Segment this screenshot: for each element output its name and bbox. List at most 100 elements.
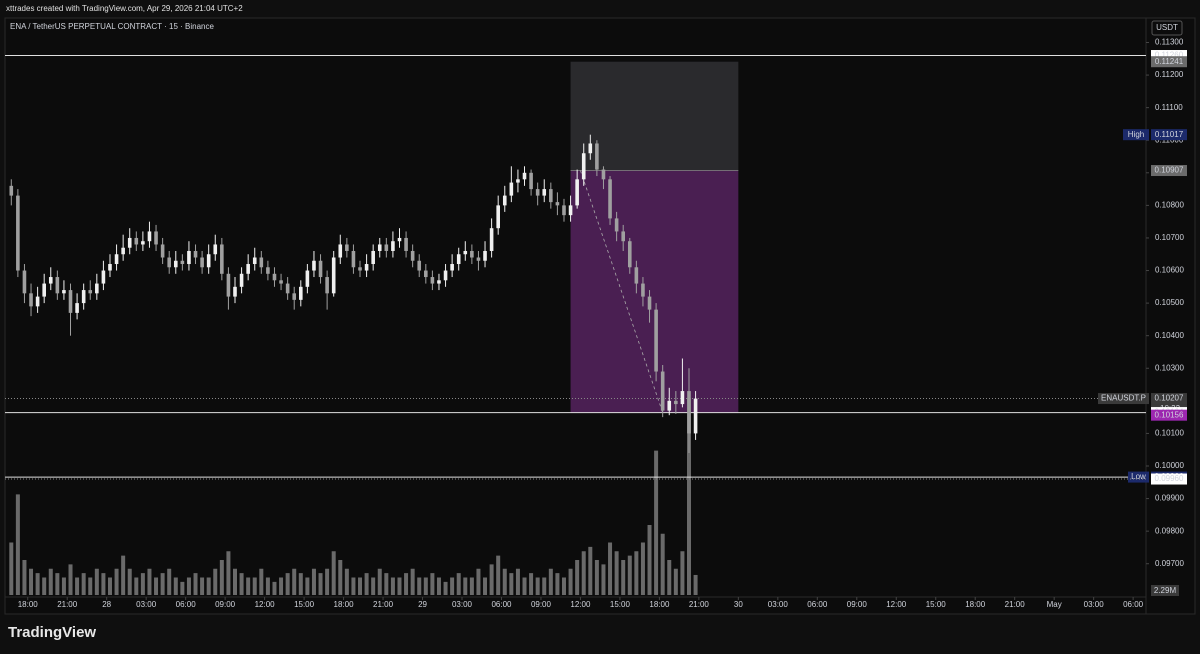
- volume-bar: [88, 577, 93, 595]
- candle-body: [325, 277, 329, 294]
- candle-body: [496, 205, 500, 229]
- price-tag-label: Low: [1131, 472, 1146, 481]
- candle-body: [549, 189, 553, 203]
- volume-bar: [292, 568, 297, 595]
- candle-body: [48, 277, 53, 284]
- candle-body: [160, 244, 165, 258]
- volume-bar: [9, 542, 14, 595]
- volume-bar: [476, 568, 481, 595]
- volume-bar: [325, 568, 330, 595]
- candle-body: [660, 371, 665, 411]
- volume-bar: [601, 564, 606, 595]
- volume-bar: [364, 573, 369, 595]
- candle-body: [246, 264, 250, 274]
- price-badge-label: 0.10907: [1155, 166, 1184, 175]
- candle-body: [338, 244, 343, 258]
- logo: TradingView: [8, 624, 97, 641]
- candle-body: [667, 400, 672, 411]
- volume-bar: [75, 577, 80, 595]
- x-tick-label: 21:00: [1005, 600, 1026, 609]
- candle-body: [463, 250, 468, 255]
- volume-bar: [101, 573, 106, 595]
- volume-bar: [404, 573, 409, 595]
- candle-body: [535, 189, 540, 196]
- volume-bar: [272, 581, 277, 595]
- volume-bar: [318, 573, 323, 595]
- price-badge-label: 0.11017: [1155, 130, 1184, 139]
- y-tick-label: 0.10500: [1155, 298, 1184, 307]
- volume-bar: [42, 577, 47, 595]
- candle-body: [180, 260, 185, 265]
- x-tick-label: 12:00: [255, 600, 276, 609]
- candle-body: [680, 391, 685, 405]
- candle-body: [147, 231, 152, 242]
- candle-body: [450, 264, 454, 271]
- x-tick-label: 09:00: [531, 600, 552, 609]
- candle-body: [154, 231, 158, 245]
- x-tick-label: 06:00: [1123, 600, 1144, 609]
- candle-body: [627, 241, 632, 268]
- header: xttrades created with TradingView.com, A…: [6, 4, 243, 13]
- volume-bar: [48, 568, 53, 595]
- candle-body: [318, 260, 323, 278]
- volume-bar: [239, 573, 244, 595]
- volume-bar: [529, 573, 534, 595]
- candle-body: [634, 267, 639, 284]
- candle-body: [430, 277, 435, 284]
- candle-body: [206, 254, 211, 268]
- price-badge-label: 0.11241: [1155, 57, 1184, 66]
- candle-body: [16, 195, 20, 271]
- candle-body: [68, 290, 73, 313]
- candle-body: [562, 205, 566, 216]
- volume-bar: [15, 494, 20, 595]
- y-tick-label: 0.09700: [1155, 559, 1184, 568]
- candle-body: [404, 237, 408, 251]
- volume-bar: [555, 573, 560, 595]
- volume-bar: [377, 568, 382, 595]
- volume-bar: [265, 577, 270, 595]
- x-tick-label: May: [1047, 600, 1062, 609]
- volume-bar: [410, 568, 415, 595]
- x-tick-label: 03:00: [768, 600, 789, 609]
- y-tick-label: 0.11200: [1155, 70, 1184, 79]
- volume-bar: [311, 568, 316, 595]
- volume-bar: [575, 560, 580, 595]
- price-tag: [1123, 129, 1149, 141]
- candle-body: [614, 218, 619, 232]
- x-tick-label: 06:00: [807, 600, 828, 609]
- candle-body: [456, 254, 461, 265]
- candle-body: [252, 257, 257, 265]
- price-badge-label: 0.09960: [1155, 474, 1184, 483]
- volume-bar: [384, 573, 389, 595]
- volume-bar: [561, 577, 566, 595]
- x-tick-label: 18:00: [649, 600, 670, 609]
- candle-body: [88, 290, 93, 294]
- volume-bar: [634, 551, 639, 595]
- candle-body: [345, 244, 349, 251]
- volume-bar: [200, 577, 205, 595]
- candle-body: [654, 309, 658, 372]
- candle-body: [193, 250, 198, 258]
- volume-bar: [259, 568, 264, 595]
- price-badge: [1151, 165, 1187, 177]
- candle-body: [213, 244, 218, 255]
- candle-body: [173, 260, 178, 268]
- chart-title: ENA / TetherUS PERPETUAL CONTRACT · 15 ·…: [10, 22, 214, 31]
- x-tick-label: 15:00: [926, 600, 947, 609]
- volume-bar: [463, 577, 468, 595]
- candle-body: [266, 267, 270, 274]
- candle-body: [443, 270, 448, 281]
- x-tick-label: 18:00: [334, 600, 355, 609]
- price-badge-label: 0.10156: [1155, 410, 1184, 419]
- candle-body: [220, 244, 224, 274]
- candle-body: [371, 250, 375, 265]
- candle-body: [108, 264, 112, 271]
- y-tick-label: 0.10600: [1155, 266, 1184, 275]
- x-tick-label: 12:00: [570, 600, 591, 609]
- candle-body: [417, 260, 422, 271]
- candle-body: [555, 202, 560, 206]
- volume-bar: [351, 577, 356, 595]
- candle-body: [272, 273, 277, 281]
- y-tick-label: 0.10000: [1155, 461, 1184, 470]
- volume-bar: [548, 568, 553, 595]
